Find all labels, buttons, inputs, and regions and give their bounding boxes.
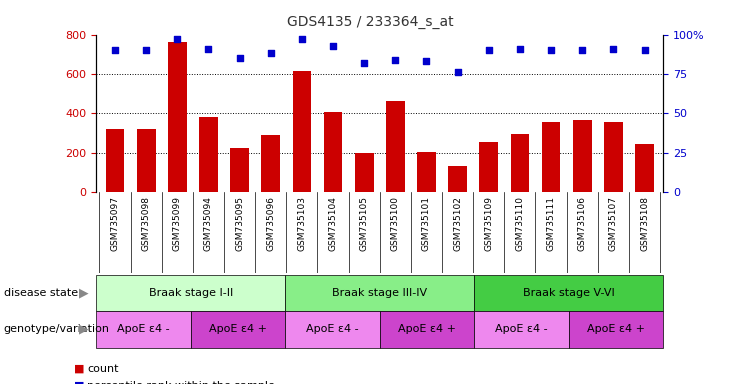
Text: GSM735110: GSM735110 xyxy=(516,196,525,251)
Point xyxy=(109,47,121,53)
Text: Braak stage III-IV: Braak stage III-IV xyxy=(332,288,428,298)
Bar xyxy=(604,122,622,192)
Text: percentile rank within the sample: percentile rank within the sample xyxy=(87,381,276,384)
Bar xyxy=(199,117,218,192)
Point xyxy=(639,47,651,53)
Text: count: count xyxy=(87,364,119,374)
Text: disease state: disease state xyxy=(4,288,78,298)
Bar xyxy=(230,148,249,192)
Text: GSM735109: GSM735109 xyxy=(485,196,494,251)
Point xyxy=(265,50,276,56)
Point xyxy=(390,57,402,63)
Point xyxy=(576,47,588,53)
Text: ▶: ▶ xyxy=(79,286,89,299)
Text: GSM735105: GSM735105 xyxy=(359,196,369,251)
Point xyxy=(608,46,619,52)
Bar xyxy=(479,142,498,192)
Text: GDS4135 / 233364_s_at: GDS4135 / 233364_s_at xyxy=(288,15,453,29)
Text: GSM735095: GSM735095 xyxy=(235,196,244,251)
Point xyxy=(421,58,433,65)
Point xyxy=(452,69,464,75)
Bar xyxy=(262,135,280,192)
Point xyxy=(233,55,245,61)
Bar xyxy=(355,153,373,192)
Text: GSM735094: GSM735094 xyxy=(204,196,213,251)
Text: GSM735102: GSM735102 xyxy=(453,196,462,251)
Text: ■: ■ xyxy=(74,364,84,374)
Point xyxy=(171,36,183,42)
Bar xyxy=(106,129,124,192)
Text: genotype/variation: genotype/variation xyxy=(4,324,110,334)
Bar xyxy=(635,144,654,192)
Bar xyxy=(386,101,405,192)
Text: GSM735107: GSM735107 xyxy=(609,196,618,251)
Text: Braak stage V-VI: Braak stage V-VI xyxy=(523,288,614,298)
Text: ApoE ε4 -: ApoE ε4 - xyxy=(117,324,170,334)
Point xyxy=(483,47,495,53)
Text: GSM735101: GSM735101 xyxy=(422,196,431,251)
Text: ApoE ε4 +: ApoE ε4 + xyxy=(398,324,456,334)
Text: GSM735099: GSM735099 xyxy=(173,196,182,251)
Bar xyxy=(573,120,591,192)
Point xyxy=(296,36,308,42)
Text: ApoE ε4 -: ApoE ε4 - xyxy=(495,324,548,334)
Point xyxy=(327,43,339,49)
Text: ■: ■ xyxy=(74,381,84,384)
Bar xyxy=(293,71,311,192)
Text: GSM735098: GSM735098 xyxy=(142,196,150,251)
Point xyxy=(545,47,557,53)
Text: Braak stage I-II: Braak stage I-II xyxy=(149,288,233,298)
Point xyxy=(140,47,152,53)
Text: ▶: ▶ xyxy=(79,323,89,336)
Text: GSM735106: GSM735106 xyxy=(578,196,587,251)
Text: ApoE ε4 +: ApoE ε4 + xyxy=(587,324,645,334)
Text: GSM735111: GSM735111 xyxy=(547,196,556,251)
Bar xyxy=(324,112,342,192)
Point xyxy=(202,46,214,52)
Point xyxy=(514,46,526,52)
Text: GSM735104: GSM735104 xyxy=(328,196,338,251)
Text: GSM735096: GSM735096 xyxy=(266,196,275,251)
Bar xyxy=(542,122,560,192)
Text: ApoE ε4 +: ApoE ε4 + xyxy=(209,324,267,334)
Bar xyxy=(417,152,436,192)
Text: GSM735100: GSM735100 xyxy=(391,196,400,251)
Text: GSM735097: GSM735097 xyxy=(110,196,119,251)
Text: GSM735108: GSM735108 xyxy=(640,196,649,251)
Bar xyxy=(168,43,187,192)
Text: GSM735103: GSM735103 xyxy=(297,196,306,251)
Bar xyxy=(511,134,529,192)
Text: ApoE ε4 -: ApoE ε4 - xyxy=(306,324,359,334)
Point xyxy=(358,60,370,66)
Bar xyxy=(448,166,467,192)
Bar xyxy=(137,129,156,192)
